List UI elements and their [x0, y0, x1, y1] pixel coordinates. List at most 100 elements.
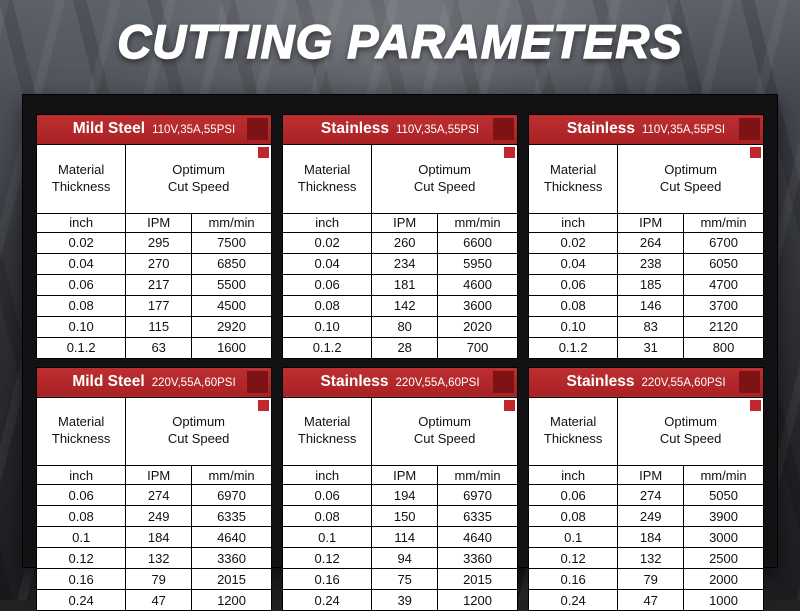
- cell-thickness: 0.1.2: [35, 336, 127, 359]
- cell-mmmin: 4700: [683, 273, 764, 296]
- unit-inch-label: inch: [527, 212, 619, 233]
- cell-ipm: 94: [371, 547, 439, 570]
- cell-ipm: 249: [617, 505, 685, 528]
- red-square-icon: [504, 147, 515, 158]
- cell-ipm: 142: [371, 294, 439, 317]
- cell-ipm: 115: [125, 315, 193, 338]
- red-square-icon: [750, 147, 761, 158]
- cell-thickness: 0.06: [35, 273, 127, 296]
- cell-mmmin: 1200: [437, 589, 518, 611]
- data-row: 0.12 132 2500: [527, 547, 764, 570]
- cell-ipm: 264: [617, 231, 685, 254]
- table-body: 0.02 264 6700 0.04 238 6050 0.06 185 4700 0.08 146…: [527, 231, 764, 359]
- data-row: 0.10 115 2920: [35, 315, 272, 338]
- cell-thickness: 0.1.2: [281, 336, 373, 359]
- data-row: 0.08 177 4500: [35, 294, 272, 317]
- cell-ipm: 249: [125, 505, 193, 528]
- parameter-table: Mild Steel 220V,55A,60PSI Material Thickn…: [35, 366, 272, 611]
- cell-mmmin: 3700: [683, 294, 764, 317]
- table-title-bar: Stainless 110V,35A,55PSI: [528, 114, 764, 145]
- spec-label: 110V,35A,55PSI: [641, 124, 726, 136]
- material-label: Stainless: [320, 120, 389, 137]
- table-title-row: Stainless 220V,55A,60PSI: [282, 366, 518, 398]
- cell-mmmin: 6050: [683, 252, 764, 275]
- cell-thickness: 0.02: [35, 231, 127, 254]
- spec-label: 110V,35A,55PSI: [152, 124, 236, 136]
- cell-thickness: 0.08: [35, 294, 127, 317]
- thickness-header: Material Thickness: [527, 144, 619, 214]
- thickness-header: Material Thickness: [35, 396, 127, 467]
- cell-thickness: 0.08: [527, 505, 619, 528]
- data-row: 0.08 249 3900: [527, 505, 764, 528]
- unit-inch-label: inch: [281, 212, 373, 233]
- speed-header-text: Optimum Cut Speed: [167, 414, 230, 447]
- cell-mmmin: 2120: [683, 315, 764, 338]
- speed-header: Optimum Cut Speed: [125, 396, 272, 467]
- cell-thickness: 0.1: [35, 526, 127, 549]
- cell-mmmin: 6970: [191, 484, 272, 507]
- speed-header-text: Optimum Cut Speed: [413, 161, 476, 194]
- parameter-table: Mild Steel 110V,35A,55PSI Material Thickn…: [35, 114, 272, 359]
- unit-ipm-label: IPM: [125, 465, 193, 486]
- speed-header-text: Optimum Cut Speed: [659, 414, 722, 447]
- unit-ipm-label: IPM: [617, 465, 685, 486]
- data-row: 0.24 47 1200: [35, 589, 272, 611]
- unit-mmmin-label: mm/min: [437, 212, 518, 233]
- cell-mmmin: 1200: [191, 589, 272, 611]
- cell-thickness: 0.08: [281, 505, 373, 528]
- cell-ipm: 295: [125, 231, 193, 254]
- cell-mmmin: 6335: [191, 505, 272, 528]
- spec-label: 220V,55A,60PSI: [641, 376, 726, 389]
- units-row: inch IPM mm/min: [281, 212, 518, 233]
- thickness-header: Material Thickness: [35, 144, 127, 214]
- cell-thickness: 0.10: [35, 315, 127, 338]
- data-row: 0.02 295 7500: [35, 231, 272, 254]
- unit-inch-label: inch: [35, 465, 127, 486]
- cell-mmmin: 5050: [683, 484, 764, 507]
- cell-mmmin: 7500: [191, 231, 272, 254]
- spec-label: 220V,55A,60PSI: [395, 376, 480, 389]
- header-row: Material Thickness Optimum Cut Speed: [35, 144, 272, 214]
- cell-mmmin: 4640: [437, 526, 518, 549]
- data-row: 0.04 270 6850: [35, 252, 272, 275]
- header-row: Material Thickness Optimum Cut Speed: [281, 144, 518, 214]
- speed-header: Optimum Cut Speed: [125, 144, 272, 214]
- data-row: 0.1.2 31 800: [527, 336, 764, 359]
- cell-mmmin: 3360: [437, 547, 518, 570]
- cell-mmmin: 1000: [683, 589, 764, 611]
- cell-thickness: 0.1: [281, 526, 373, 549]
- cell-thickness: 0.16: [281, 568, 373, 591]
- cell-ipm: 260: [371, 231, 439, 254]
- cell-ipm: 39: [371, 589, 439, 611]
- parameter-table: Stainless 220V,55A,60PSI Material Thickne…: [281, 366, 518, 611]
- cell-mmmin: 6700: [683, 231, 764, 254]
- cell-mmmin: 700: [437, 336, 518, 359]
- cell-ipm: 194: [371, 484, 439, 507]
- data-row: 0.06 185 4700: [527, 273, 764, 296]
- data-row: 0.06 274 6970: [35, 484, 272, 507]
- cell-ipm: 146: [617, 294, 685, 317]
- cell-ipm: 274: [125, 484, 193, 507]
- table-title-bar: Mild Steel 220V,55A,60PSI: [36, 366, 272, 398]
- data-row: 0.1.2 28 700: [281, 336, 518, 359]
- cell-thickness: 0.02: [527, 231, 619, 254]
- cell-ipm: 184: [125, 526, 193, 549]
- data-row: 0.24 39 1200: [281, 589, 518, 611]
- cell-ipm: 75: [371, 568, 439, 591]
- cell-mmmin: 2500: [683, 547, 764, 570]
- dark-square-icon: [247, 370, 268, 393]
- cell-mmmin: 2015: [191, 568, 272, 591]
- cell-mmmin: 6970: [437, 484, 518, 507]
- cell-mmmin: 1600: [191, 336, 272, 359]
- cell-thickness: 0.04: [281, 252, 373, 275]
- units-row: inch IPM mm/min: [35, 465, 272, 486]
- cell-ipm: 185: [617, 273, 685, 296]
- data-row: 0.04 234 5950: [281, 252, 518, 275]
- table-title-bar: Stainless 220V,55A,60PSI: [528, 366, 764, 398]
- thickness-header: Material Thickness: [527, 396, 619, 467]
- table-title-bar: Mild Steel 110V,35A,55PSI: [36, 114, 272, 145]
- cell-ipm: 47: [617, 589, 685, 611]
- cell-ipm: 80: [371, 315, 439, 338]
- cell-mmmin: 6850: [191, 252, 272, 275]
- table-title-row: Mild Steel 110V,35A,55PSI: [36, 114, 272, 145]
